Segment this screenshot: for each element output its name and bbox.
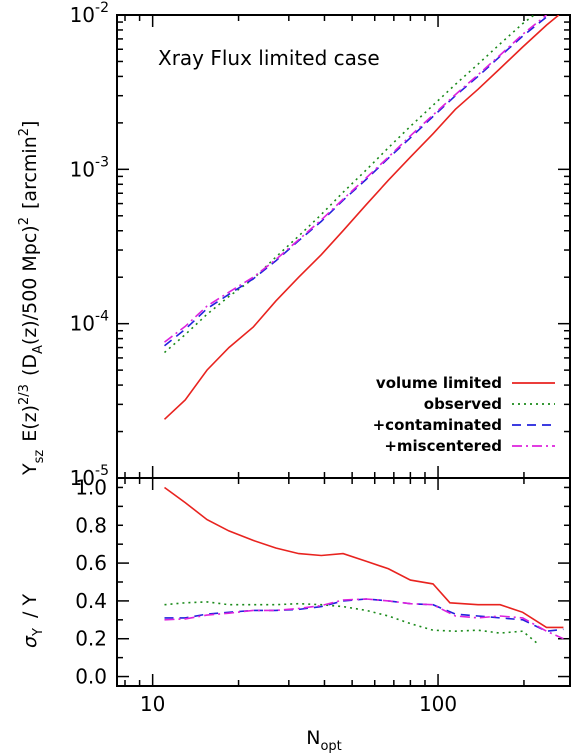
y-label-unit-open: [arcmin	[19, 136, 41, 209]
x-axis-title: Nopt	[306, 727, 342, 754]
top-axis-ticks: 10-5 10-4 10-3 10-2	[70, 0, 570, 490]
y-label-sub: sz	[32, 450, 47, 464]
y-label-d: (D	[19, 354, 41, 376]
series-line-miscentered	[164, 15, 548, 343]
x-tick-label: 100	[419, 692, 457, 716]
y-label-unit-close: ]	[19, 121, 41, 128]
x-label-sub: opt	[320, 739, 341, 754]
y-label-main: Y	[19, 463, 41, 476]
legend-label: +contaminated	[373, 416, 502, 434]
bottom-series-group	[164, 486, 564, 646]
y-tick-label: 1.0	[75, 475, 107, 499]
y-tick-label: 0.4	[75, 589, 107, 613]
legend-label: observed	[424, 395, 502, 413]
y-tick-label: 0.2	[75, 627, 107, 651]
bottom-y-axis-title: σY / Y	[19, 594, 46, 648]
y-tick-label: 10-4	[70, 309, 110, 336]
y-tick-label: 10-5	[70, 463, 109, 490]
bottom-axis-ticks: 10 100 0.0 0.2 0.4 0.6 0.8 1.0	[75, 475, 570, 716]
bottom-panel: 10 100 0.0 0.2 0.4 0.6 0.8 1.0	[75, 475, 571, 716]
legend-label: +miscentered	[384, 437, 502, 455]
y-label-d-sup: 2	[17, 217, 32, 225]
legend-label: volume limited	[376, 374, 502, 392]
sigma-rest: / Y	[19, 594, 41, 618]
y-label-d-sub: A	[31, 345, 46, 354]
y-tick-label: 0.0	[75, 665, 107, 689]
top-plot-frame	[116, 14, 571, 479]
sigma-symbol: σ	[19, 635, 41, 648]
x-tick-label: 10	[140, 692, 165, 716]
top-panel: 10-510-410-310-2 Xray Flux limited case …	[70, 0, 571, 490]
y-tick-label: 10-3	[70, 154, 109, 181]
legend: volume limited observed +contaminated +misc…	[373, 374, 555, 455]
top-y-axis-title: YszE(z)2/3(DA(z)/500 Mpc)2[arcmin2]	[17, 121, 47, 476]
series-line-miscentered	[164, 598, 564, 640]
y-tick-label: 0.8	[75, 513, 107, 537]
y-label-e: E(z)	[19, 405, 41, 442]
y-tick-label: 10-2	[70, 0, 109, 27]
y-label-unit-sup: 2	[17, 128, 32, 136]
x-label-main: N	[306, 727, 320, 749]
bottom-plot-frame	[116, 477, 571, 687]
series-line-volumelimited	[163, 15, 560, 420]
series-line-volumelimited	[164, 486, 564, 629]
sigma-sub: Y	[31, 628, 46, 637]
y-tick-label: 0.6	[75, 551, 107, 575]
series-line-observed	[164, 601, 540, 646]
y-label-d-rest: (z)/500 Mpc)	[19, 225, 41, 345]
y-label-e-sup: 2/3	[17, 384, 32, 405]
chart-title: Xray Flux limited case	[158, 46, 380, 70]
series-line-contaminated	[164, 16, 548, 347]
top-series-group	[163, 15, 560, 420]
